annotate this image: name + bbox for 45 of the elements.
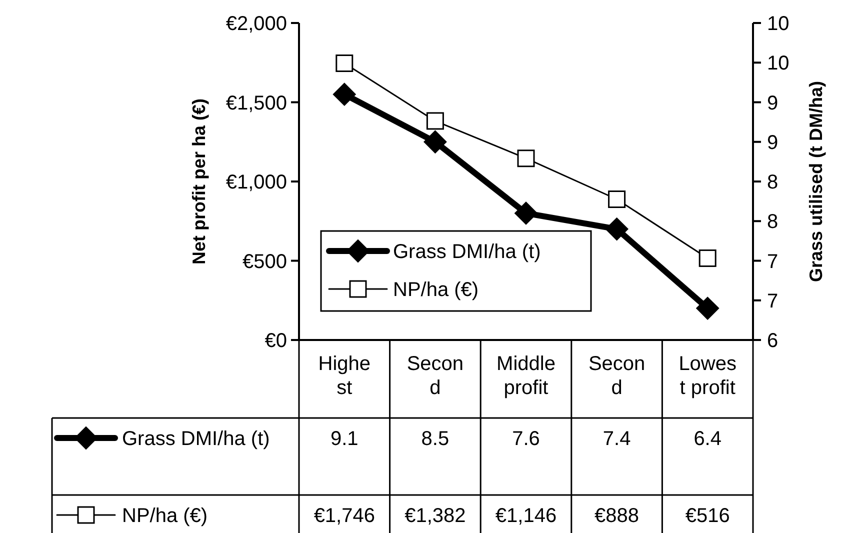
legend-label: NP/ha (€) [393, 279, 479, 301]
text: NP/ha (€) [122, 505, 208, 527]
x-tick-label: Highest [318, 353, 371, 399]
data-label: 6.4 [694, 428, 722, 450]
x-tick-label: Lowest profit [678, 353, 737, 399]
data-label: €1,146 [495, 505, 557, 527]
data-label: €1,382 [404, 505, 466, 527]
y2-axis-title: Grass utilised (t DM/ha) [806, 80, 826, 282]
point [332, 82, 356, 106]
y2-tick-label: 9 [767, 92, 778, 114]
y2-tick-label: 9 [767, 132, 778, 154]
point [605, 218, 628, 241]
point [426, 112, 444, 130]
x-tick-label: Middle profit [496, 353, 556, 399]
x-tick-label: Second [406, 353, 464, 399]
data-label: 9.1 [330, 428, 358, 450]
y2-tick-label: 8 [767, 172, 778, 194]
point [514, 202, 538, 225]
data-label: €888 [594, 505, 640, 527]
x-tick-label: Second [588, 353, 646, 399]
y-tick-label: €500 [242, 250, 287, 273]
text: Grass DMI/ha (t) [122, 428, 270, 450]
y-axis-title: Net profit per ha (€) [189, 98, 209, 265]
point [608, 190, 626, 208]
data-label: €516 [685, 505, 730, 527]
y2-tick-label: 7 [767, 250, 778, 273]
data-label: 7.6 [512, 428, 540, 450]
point [696, 296, 720, 320]
y2-tick-label: 8 [767, 211, 778, 234]
point [336, 54, 354, 72]
y-tick-label: €1,000 [226, 172, 287, 194]
data-label: €1,746 [314, 505, 375, 527]
legend-label: Grass DMI/ha (t) [393, 241, 541, 263]
data-label: 8.5 [421, 428, 450, 450]
point [424, 130, 447, 154]
y-tick-label: €1,500 [226, 92, 287, 114]
point [517, 150, 535, 168]
y-tick-label: €2,000 [226, 13, 287, 35]
y-tick-label: €0 [264, 330, 287, 352]
point [698, 249, 716, 267]
y2-tick-label: 10 [767, 13, 790, 35]
y2-tick-label: 10 [767, 52, 790, 75]
y2-tick-label: 6 [767, 330, 778, 352]
data-label: 7.4 [602, 428, 631, 450]
y2-tick-label: 7 [767, 290, 778, 312]
